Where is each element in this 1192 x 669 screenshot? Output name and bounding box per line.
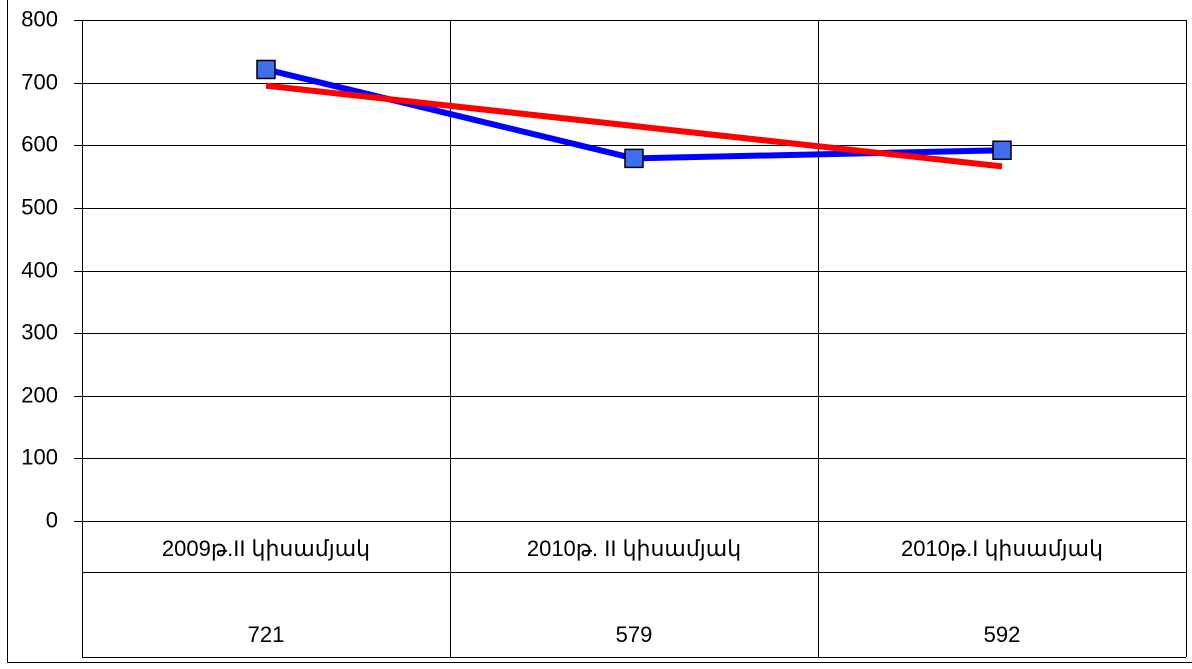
marker — [624, 148, 644, 169]
x-tick-label: 2010թ. II կիսամյակ — [527, 536, 741, 561]
y-tick-label: 700 — [21, 69, 58, 94]
marker — [992, 140, 1012, 161]
x-tick-label: 2009թ.II կիսամյակ — [162, 536, 370, 561]
y-tick-label: 100 — [21, 444, 58, 469]
x-tick-label: 2010թ.I կիսամյակ — [901, 536, 1103, 561]
table-value: 579 — [616, 622, 653, 647]
y-tick-label: 200 — [21, 382, 58, 407]
y-tick-label: 300 — [21, 319, 58, 344]
y-tick-label: 500 — [21, 194, 58, 219]
y-tick-label: 600 — [21, 131, 58, 156]
table-value: 721 — [248, 622, 285, 647]
y-tick-label: 800 — [21, 6, 58, 31]
table-value: 592 — [984, 622, 1021, 647]
line-series — [265, 82, 1003, 170]
y-tick-label: 0 — [46, 507, 58, 532]
y-tick-label: 400 — [21, 257, 58, 282]
marker — [256, 59, 276, 80]
